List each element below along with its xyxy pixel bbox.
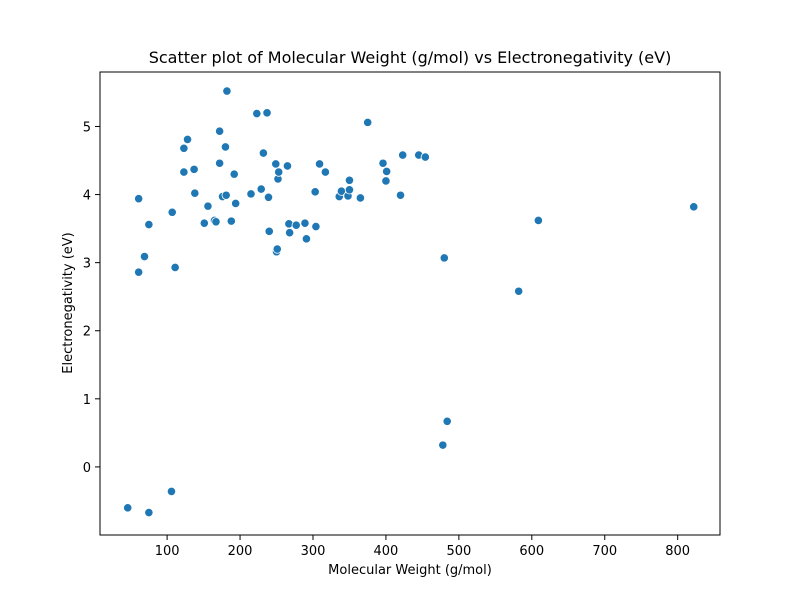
data-point [395, 190, 406, 200]
data-point [344, 175, 355, 185]
y-tick-label: 0 [83, 461, 91, 476]
data-point [166, 486, 177, 497]
data-point [199, 218, 209, 228]
data-point [134, 267, 144, 277]
data-point [264, 226, 274, 236]
data-point [123, 503, 133, 513]
data-point [300, 218, 310, 228]
y-tick-label: 4 [83, 189, 91, 204]
chart-title: Scatter plot of Molecular Weight (g/mol)… [149, 48, 672, 67]
data-point [256, 184, 266, 194]
x-tick-label: 300 [301, 544, 326, 559]
data-point [355, 193, 365, 203]
data-point [310, 187, 320, 197]
data-point [246, 189, 256, 199]
y-axis-ticks: 0 1 2 3 4 5 [83, 120, 100, 476]
x-tick-label: 400 [374, 544, 399, 559]
data-point [344, 185, 355, 195]
x-tick-label: 700 [592, 544, 617, 559]
data-points [123, 86, 699, 518]
data-point [182, 134, 193, 145]
plot-frame [99, 71, 721, 536]
data-point [398, 150, 408, 160]
data-point [689, 202, 699, 212]
data-point [378, 158, 388, 168]
data-point [291, 220, 301, 230]
data-point [263, 192, 274, 202]
data-point [420, 152, 430, 162]
x-tick-label: 100 [155, 544, 180, 559]
data-point [438, 440, 448, 450]
data-point [274, 167, 284, 177]
y-axis-label: Electronegativity (eV) [61, 232, 76, 374]
data-point [272, 244, 282, 254]
data-point [189, 164, 199, 174]
x-tick-label: 800 [665, 544, 690, 559]
data-point [285, 228, 295, 238]
data-point [314, 159, 325, 169]
data-point [282, 161, 293, 171]
data-point [215, 126, 225, 136]
data-point [211, 217, 221, 227]
data-point [229, 169, 239, 179]
data-point [271, 159, 281, 169]
data-point [533, 215, 543, 226]
data-point [442, 416, 452, 426]
data-point [363, 117, 373, 127]
x-axis-ticks: 100 200 300 400 500 600 700 800 [155, 535, 690, 559]
data-point [215, 158, 225, 168]
data-point [258, 148, 268, 158]
data-point [439, 253, 449, 263]
x-tick-label: 200 [228, 544, 253, 559]
data-point [262, 108, 272, 118]
data-point [179, 167, 189, 177]
x-axis-label: Molecular Weight (g/mol) [328, 563, 492, 578]
data-point [190, 188, 200, 198]
data-point [139, 251, 150, 262]
data-point [144, 219, 154, 230]
data-point [382, 166, 392, 177]
data-point [170, 262, 180, 273]
y-tick-label: 5 [83, 120, 91, 135]
data-point [203, 201, 213, 211]
data-point [221, 190, 231, 200]
data-point [220, 142, 231, 152]
data-point [381, 176, 391, 186]
data-point [301, 234, 312, 244]
data-point [226, 216, 236, 226]
data-point [320, 167, 330, 177]
x-tick-label: 600 [519, 544, 544, 559]
y-tick-label: 2 [83, 325, 91, 340]
data-point [231, 198, 241, 209]
data-point [252, 108, 262, 119]
y-tick-label: 3 [83, 257, 91, 272]
data-point [144, 507, 154, 518]
data-point [514, 286, 524, 296]
data-point [179, 143, 189, 153]
y-tick-label: 1 [83, 393, 91, 408]
data-point [222, 86, 232, 96]
x-tick-label: 500 [446, 544, 471, 559]
data-point [311, 221, 321, 232]
data-point [134, 194, 144, 204]
data-point [167, 207, 177, 217]
